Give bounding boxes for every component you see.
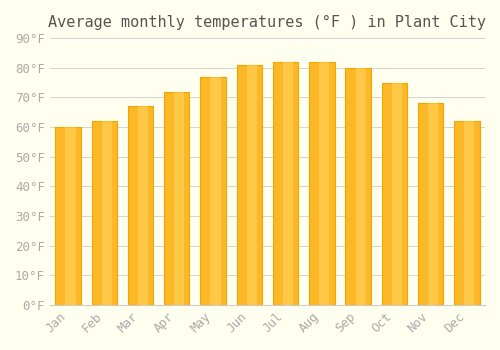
Bar: [66, 127, 76, 305]
Bar: [128, 106, 153, 305]
Bar: [356, 68, 366, 305]
Bar: [392, 83, 402, 305]
Bar: [138, 106, 148, 305]
Bar: [454, 121, 479, 305]
Bar: [210, 77, 220, 305]
Bar: [382, 83, 407, 305]
Title: Average monthly temperatures (°F ) in Plant City: Average monthly temperatures (°F ) in Pl…: [48, 15, 486, 30]
Bar: [102, 121, 112, 305]
Bar: [200, 77, 226, 305]
Bar: [273, 62, 298, 305]
Bar: [174, 91, 184, 305]
Bar: [309, 62, 334, 305]
Bar: [346, 68, 371, 305]
Bar: [164, 91, 190, 305]
Bar: [428, 103, 438, 305]
Bar: [464, 121, 474, 305]
Bar: [236, 65, 262, 305]
Bar: [320, 62, 330, 305]
Bar: [283, 62, 293, 305]
Bar: [418, 103, 444, 305]
Bar: [247, 65, 257, 305]
Bar: [92, 121, 117, 305]
Bar: [56, 127, 80, 305]
